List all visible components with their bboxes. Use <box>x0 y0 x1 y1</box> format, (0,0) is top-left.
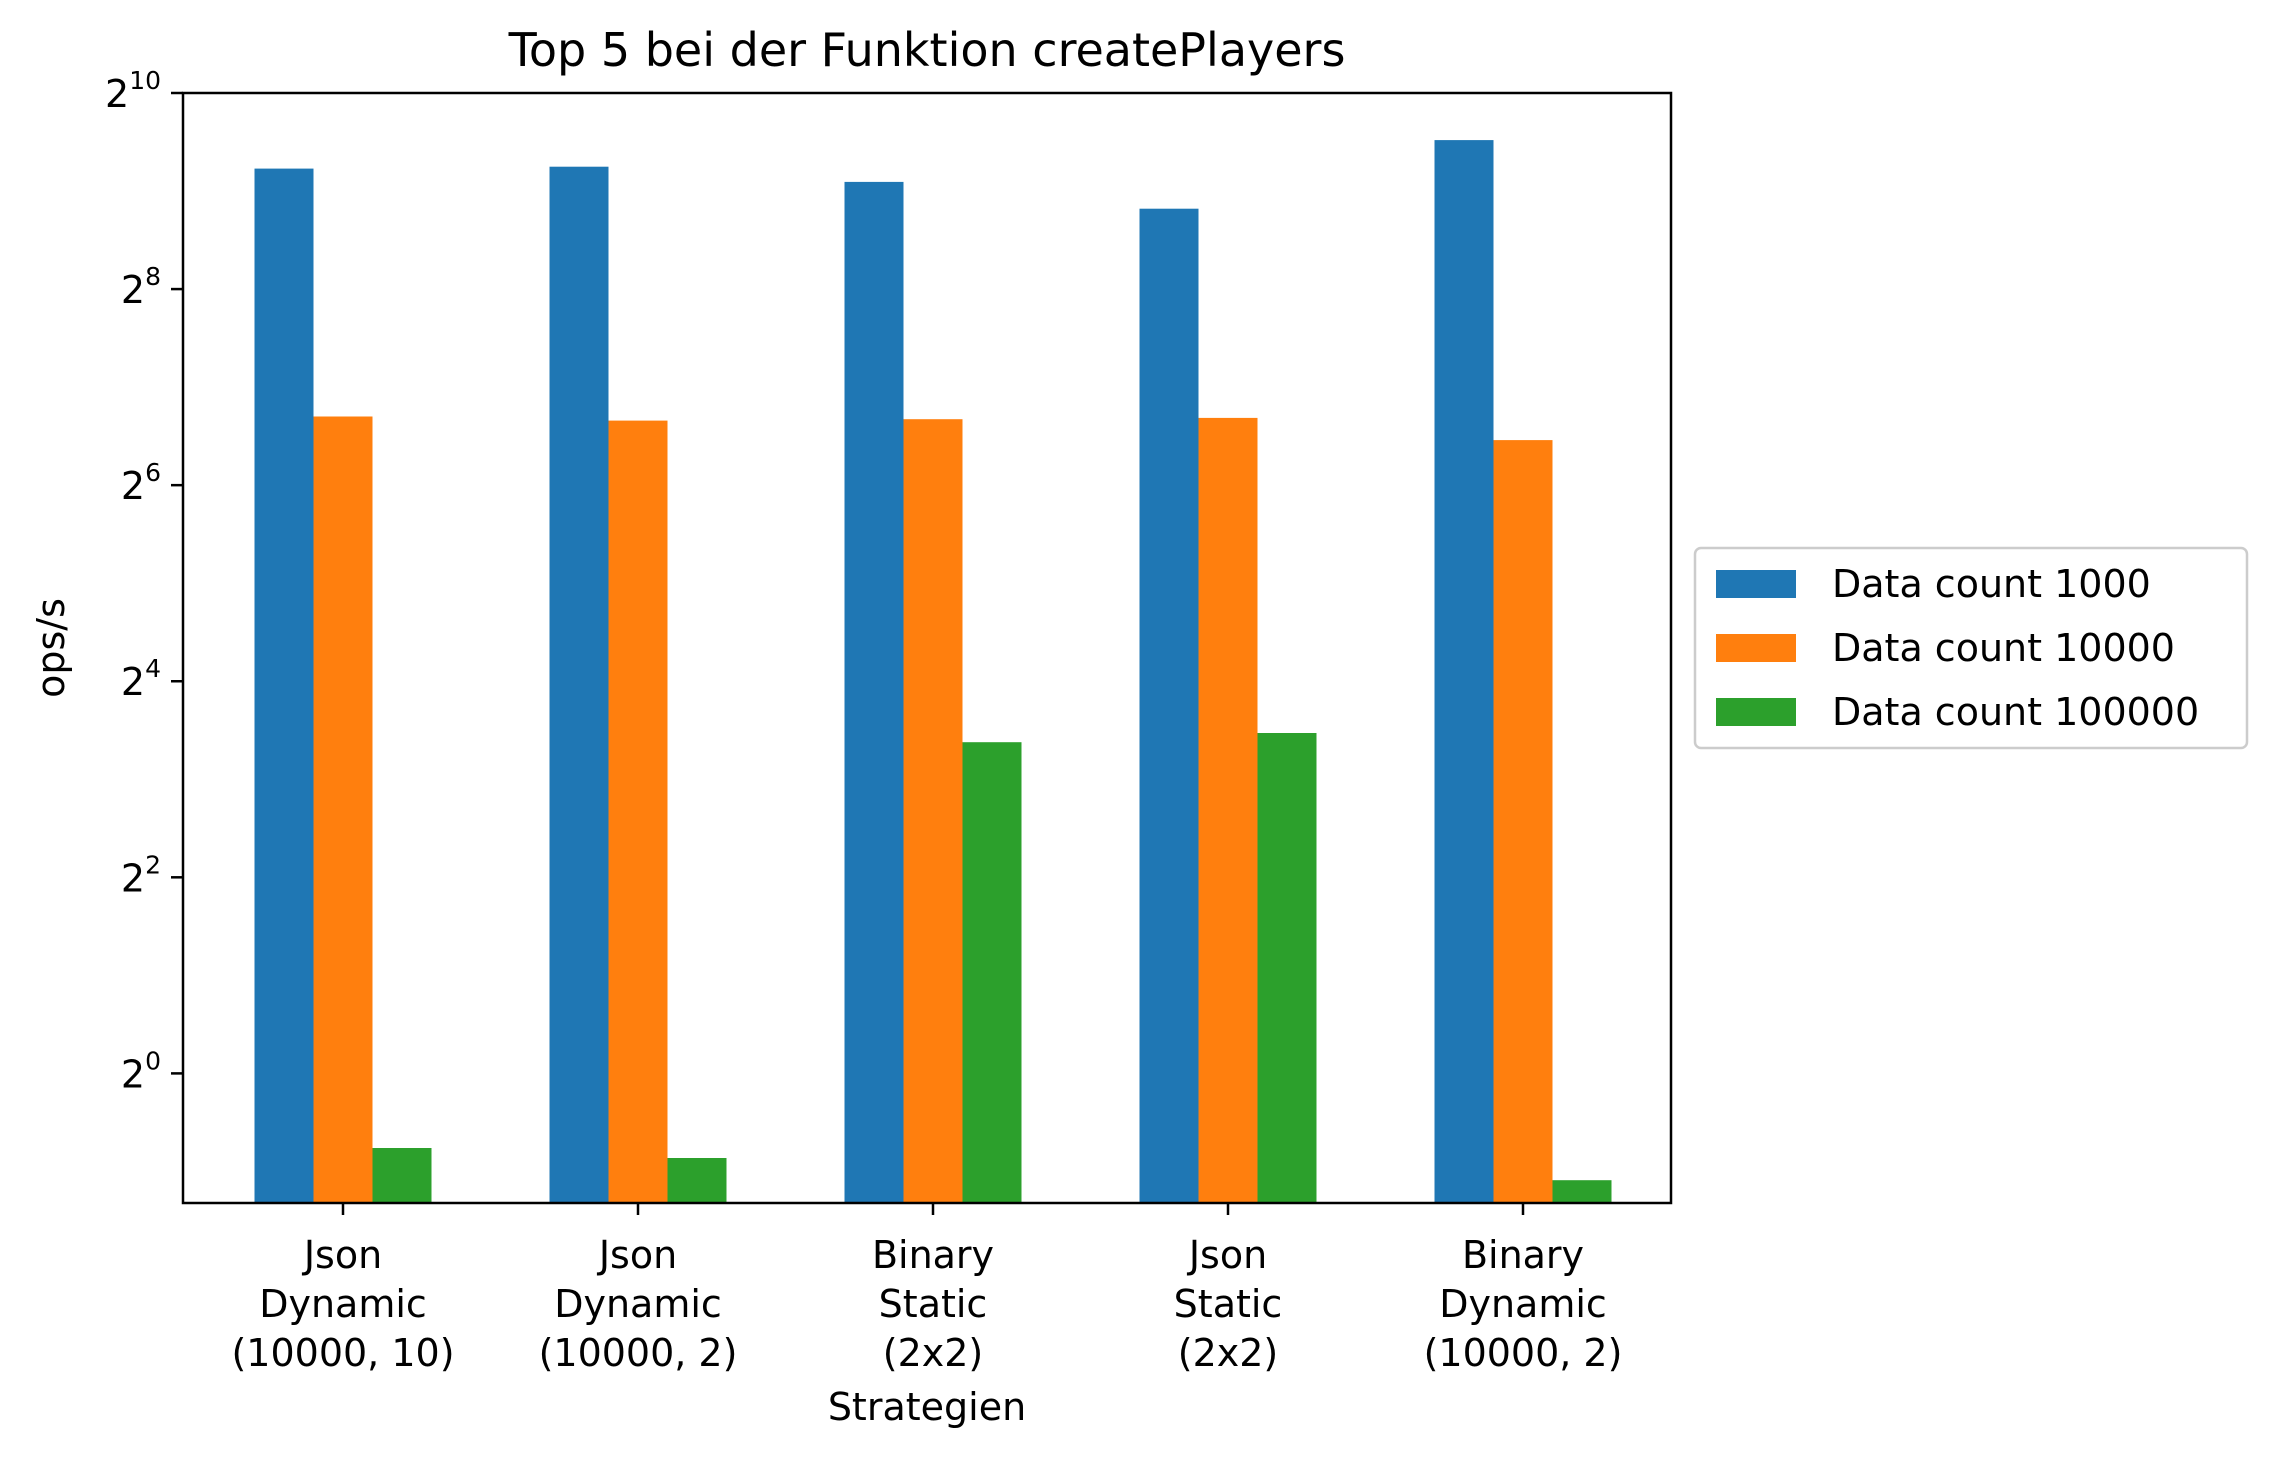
bar-series3-cat3 <box>962 742 1022 1203</box>
bar-series1-cat1 <box>254 168 314 1204</box>
y-tick-label: 24 <box>121 654 161 704</box>
x-tick-label: Json <box>1187 1233 1267 1277</box>
x-tick-label: Binary <box>872 1233 994 1277</box>
x-tick-label: (10000, 10) <box>231 1331 454 1375</box>
bar-series1-cat3 <box>844 181 904 1203</box>
x-tick-label: Dynamic <box>259 1282 427 1326</box>
x-tick-label: Dynamic <box>554 1282 722 1326</box>
x-tick-label: Binary <box>1462 1233 1584 1277</box>
bar-series3-cat1 <box>372 1148 432 1203</box>
x-tick-label: (2x2) <box>1178 1331 1279 1375</box>
y-tick-label: 20 <box>121 1046 161 1096</box>
y-tick-label: 28 <box>121 262 161 312</box>
bar-series3-cat4 <box>1257 733 1317 1203</box>
plot-frame <box>181 91 1673 1205</box>
x-tick-label: Json <box>302 1233 382 1277</box>
bar-series1-cat2 <box>549 166 609 1204</box>
y-tick-label: 210 <box>105 66 161 116</box>
legend-swatch <box>1716 634 1796 662</box>
legend-swatch <box>1716 570 1796 598</box>
legend-frame <box>1693 546 2249 750</box>
bar-series2-cat1 <box>313 416 373 1203</box>
legend-swatch <box>1716 698 1796 726</box>
chart-title: Top 5 bei der Funktion createPlayers <box>508 23 1346 77</box>
x-tick-label: (2x2) <box>883 1331 984 1375</box>
x-tick-label: Dynamic <box>1439 1282 1607 1326</box>
bar-series3-cat2 <box>667 1158 727 1203</box>
x-axis-label: Strategien <box>828 1385 1026 1429</box>
x-tick-label: Static <box>879 1282 988 1326</box>
bar-series2-cat3 <box>903 419 963 1203</box>
x-tick-label: (10000, 2) <box>539 1331 738 1375</box>
bar-series3-cat5 <box>1552 1180 1612 1203</box>
y-tick-label: 26 <box>121 458 161 508</box>
legend-label: Data count 10000 <box>1832 626 2175 670</box>
bar-series2-cat2 <box>608 420 668 1204</box>
legend: Data count 1000 Data count 10000 Data coun… <box>1693 546 2249 750</box>
y-tick-label: 22 <box>121 850 161 900</box>
bar-series1-cat5 <box>1434 140 1494 1204</box>
bar-series2-cat5 <box>1493 440 1553 1204</box>
x-tick-label: (10000, 2) <box>1424 1331 1623 1375</box>
bar-series2-cat4 <box>1198 417 1258 1203</box>
x-tick-label: Json <box>597 1233 677 1277</box>
bar-series1-cat4 <box>1139 208 1199 1203</box>
legend-label: Data count 1000 <box>1832 562 2151 606</box>
legend-label: Data count 100000 <box>1832 690 2199 734</box>
y-axis-label: ops/s <box>29 598 73 698</box>
x-tick-label: Static <box>1174 1282 1283 1326</box>
